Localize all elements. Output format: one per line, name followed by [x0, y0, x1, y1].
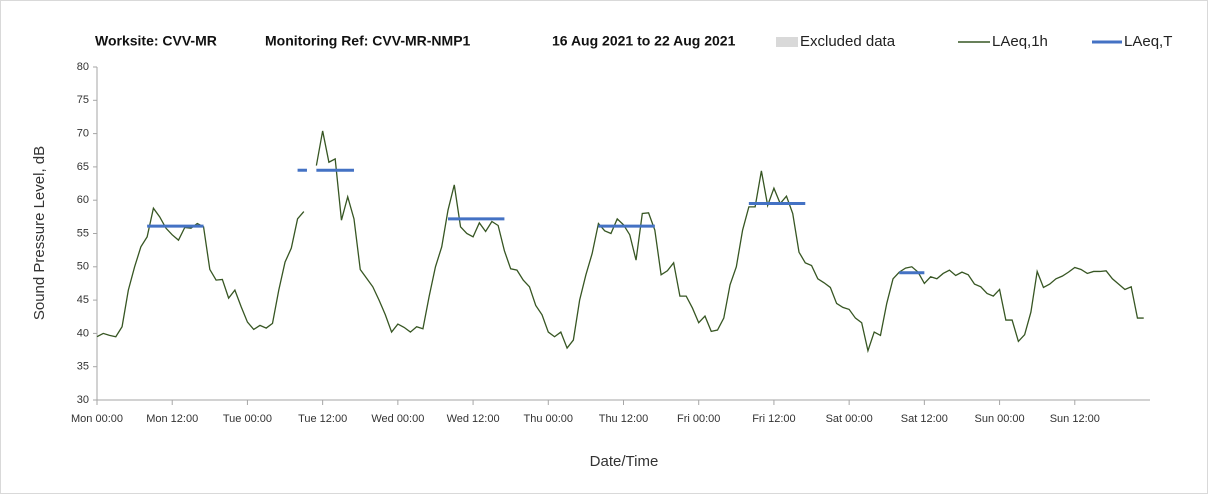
y-tick-label: 40	[77, 327, 89, 339]
x-tick-label: Sat 12:00	[901, 413, 948, 425]
x-tick-label: Sun 12:00	[1050, 413, 1100, 425]
y-tick-label: 75	[77, 94, 89, 106]
y-tick-label: 65	[77, 161, 89, 173]
title-worksite: Worksite: CVV-MR	[95, 33, 217, 49]
y-tick-label: 30	[77, 394, 89, 406]
x-tick-label: Tue 00:00	[223, 413, 272, 425]
x-tick-label: Thu 12:00	[599, 413, 649, 425]
y-tick-label: 50	[77, 261, 89, 273]
x-tick-label: Wed 00:00	[371, 413, 424, 425]
legend-excluded: Excluded data	[800, 33, 896, 50]
x-tick-label: Fri 12:00	[752, 413, 795, 425]
y-tick-label: 45	[77, 294, 89, 306]
y-tick-label: 60	[77, 194, 89, 206]
x-axis-label: Date/Time	[590, 453, 659, 470]
y-tick-label: 70	[77, 128, 89, 140]
legend-swatch-excluded	[776, 37, 798, 47]
title-monitoring-ref: Monitoring Ref: CVV-MR-NMP1	[265, 33, 471, 49]
y-tick-label: 55	[77, 227, 89, 239]
y-axis-label: Sound Pressure Level, dB	[31, 146, 48, 320]
y-tick-label: 35	[77, 361, 89, 373]
x-tick-label: Thu 00:00	[524, 413, 574, 425]
title-period: 16 Aug 2021 to 22 Aug 2021	[552, 33, 736, 49]
x-tick-label: Sat 00:00	[826, 413, 873, 425]
x-tick-label: Mon 12:00	[146, 413, 198, 425]
x-tick-label: Sun 00:00	[974, 413, 1024, 425]
x-tick-label: Fri 00:00	[677, 413, 720, 425]
x-tick-label: Wed 12:00	[447, 413, 500, 425]
legend-laeq1h: LAeq,1h	[992, 33, 1048, 50]
x-tick-label: Mon 00:00	[71, 413, 123, 425]
x-tick-label: Tue 12:00	[298, 413, 347, 425]
y-tick-label: 80	[77, 61, 89, 73]
legend-laeqt: LAeq,T	[1124, 33, 1172, 50]
